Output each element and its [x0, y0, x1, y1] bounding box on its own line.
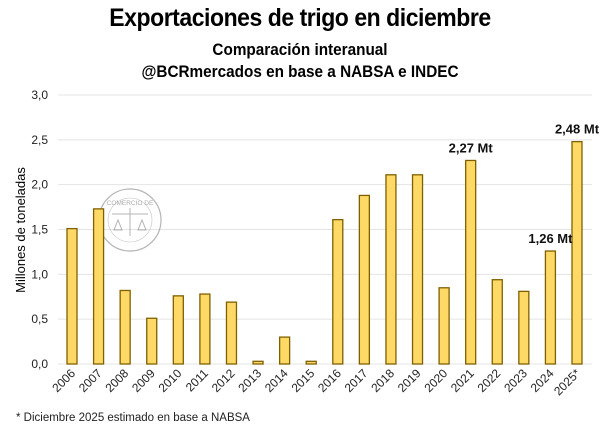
bar-2012	[225, 301, 238, 365]
x-tick-label: 2012	[209, 366, 238, 395]
footnote: * Diciembre 2025 estimado en base a NABS…	[16, 412, 250, 424]
chart-title: Exportaciones de trigo en diciembre	[109, 4, 491, 32]
bar-2024	[544, 250, 557, 365]
bar-2015	[305, 360, 317, 365]
x-tick-label: 2016	[315, 366, 344, 395]
bar-2006	[66, 227, 78, 365]
chart-source: @BCRmercados en base a NABSA e INDEC	[141, 62, 459, 81]
data-label: 2,27 Mt	[449, 140, 494, 155]
x-tick-label: 2015	[289, 366, 318, 395]
bar-2018	[385, 174, 397, 365]
data-label: 2,48 Mt	[555, 122, 600, 137]
bar-2019	[411, 174, 424, 365]
bar-2023	[518, 290, 530, 365]
x-tick-label: 2007	[76, 366, 105, 395]
bar-2022	[491, 279, 503, 365]
x-tick-label: 2019	[395, 366, 424, 395]
x-tick-label: 2017	[342, 366, 371, 395]
bar-2007	[92, 208, 105, 365]
bar-2011	[199, 293, 211, 365]
x-tick-label: 2025*	[551, 366, 583, 398]
x-tick-label: 2011	[183, 366, 211, 394]
bar-2010	[172, 295, 184, 365]
bcr-seal-watermark: COMERCIO DE	[98, 188, 162, 252]
bar-2020	[438, 287, 450, 365]
y-tick-label: 2,0	[31, 178, 48, 192]
x-tick-label: 2022	[475, 366, 504, 395]
x-tick-label: 2010	[156, 366, 185, 395]
y-tick-label: 1,5	[31, 223, 48, 237]
y-tick-label: 2,5	[31, 133, 48, 147]
chart-subtitle: Comparación interanual	[212, 40, 388, 59]
y-tick-label: 3,0	[31, 88, 48, 102]
svg-text:COMERCIO DE: COMERCIO DE	[107, 200, 154, 207]
x-tick-label: 2023	[501, 366, 530, 395]
x-tick-label: 2006	[49, 366, 78, 395]
bar-2008	[119, 289, 131, 365]
x-tick-label: 2014	[262, 366, 291, 395]
data-label: 1,26 Mt	[528, 231, 573, 246]
bar-2013	[252, 360, 264, 365]
bar-2025*	[571, 140, 583, 365]
y-tick-label: 0,0	[31, 357, 48, 371]
bar-2017	[358, 194, 371, 365]
y-axis-label: Millones de toneladas	[13, 167, 28, 293]
x-tick-label: 2008	[102, 366, 131, 395]
x-tick-label: 2013	[235, 366, 264, 395]
y-tick-label: 0,5	[31, 312, 48, 326]
bar-2016	[332, 218, 344, 365]
bar-2021	[465, 159, 477, 365]
x-tick-label: 2021	[448, 366, 477, 395]
x-tick-label: 2009	[129, 366, 158, 395]
bar-2009	[146, 317, 158, 365]
x-tick-label: 2018	[368, 366, 397, 395]
x-tick-label: 2020	[421, 366, 450, 395]
y-tick-label: 1,0	[31, 267, 48, 281]
bar-2014	[278, 336, 291, 365]
